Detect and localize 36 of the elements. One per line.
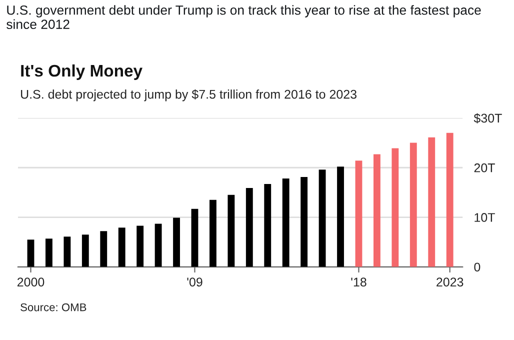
bar [392, 148, 399, 267]
chart-subtitle: U.S. debt projected to jump by $7.5 trillion from 2016 to 2023 [21, 89, 356, 102]
bar [428, 137, 436, 267]
bar [337, 166, 344, 267]
x-tick-label: '18 [351, 278, 366, 286]
chart-title: It's Only Money [21, 64, 142, 80]
bar [136, 226, 144, 267]
bar [191, 208, 198, 267]
bar [264, 184, 272, 267]
y-tick-label: 20T [474, 163, 495, 172]
bar [46, 238, 52, 267]
bar [282, 178, 290, 267]
bar [300, 177, 308, 267]
bar [373, 154, 380, 267]
x-tick-label: '09 [187, 278, 202, 286]
bar [355, 160, 362, 267]
bar [318, 170, 326, 267]
source-note: Source: OMB [20, 303, 86, 312]
y-tick-label: 0 [474, 262, 480, 272]
bar [100, 231, 108, 267]
bar [246, 188, 253, 267]
y-tick-label: $30T [474, 113, 502, 124]
bar [173, 218, 180, 267]
bar [27, 240, 34, 267]
text: U.S. government debt under Trump is on track this year to rise at the fastest pace since 2012 [6, 5, 481, 30]
bar [210, 200, 216, 267]
bar [410, 142, 417, 267]
bar [228, 194, 235, 267]
bar [64, 236, 71, 267]
bar [154, 224, 162, 267]
bar [82, 234, 89, 267]
bar [118, 228, 126, 267]
x-tick-label: 2000 [17, 278, 44, 286]
bar [446, 132, 454, 267]
y-tick-label: 10T [474, 213, 495, 222]
x-tick-label: 2023 [436, 278, 464, 286]
